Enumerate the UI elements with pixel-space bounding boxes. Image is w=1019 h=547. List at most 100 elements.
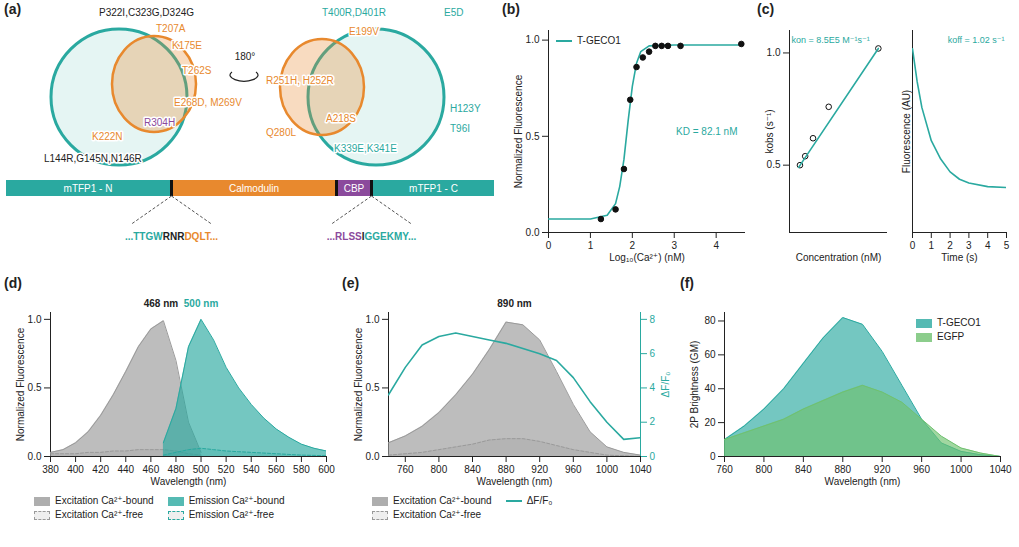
- svg-text:180°: 180°: [235, 51, 256, 62]
- svg-text:Normalized Fluorescence: Normalized Fluorescence: [15, 327, 26, 441]
- svg-text:E5D: E5D: [444, 7, 463, 18]
- svg-text:...TTGWRNRDQLT...: ...TTGWRNRDQLT...: [125, 231, 218, 242]
- svg-text:60: 60: [704, 349, 716, 360]
- svg-text:960: 960: [565, 464, 582, 475]
- svg-text:0.5: 0.5: [767, 159, 781, 170]
- svg-text:440: 440: [117, 464, 134, 475]
- svg-text:A218S: A218S: [326, 113, 356, 124]
- svg-text:P322I,C323G,D324G: P322I,C323G,D324G: [99, 7, 194, 18]
- svg-text:0: 0: [546, 240, 552, 251]
- svg-text:5: 5: [1004, 240, 1010, 251]
- svg-text:960: 960: [913, 464, 930, 475]
- svg-text:4: 4: [713, 240, 719, 251]
- svg-text:koff = 1.02 s⁻¹: koff = 1.02 s⁻¹: [948, 35, 1005, 45]
- svg-text:Log₁₀(Ca²⁺) (nM): Log₁₀(Ca²⁺) (nM): [609, 252, 685, 263]
- svg-text:H123Y: H123Y: [450, 103, 481, 114]
- svg-text:Normalized Fluorescence: Normalized Fluorescence: [353, 327, 364, 441]
- svg-text:K339E,K341E: K339E,K341E: [334, 143, 397, 154]
- svg-text:Time (s): Time (s): [941, 252, 977, 263]
- svg-text:1.0: 1.0: [28, 314, 42, 325]
- svg-text:kon = 8.5E5 M⁻¹s⁻¹: kon = 8.5E5 M⁻¹s⁻¹: [792, 35, 870, 45]
- svg-text:E199V: E199V: [349, 26, 379, 37]
- svg-text:2: 2: [947, 240, 953, 251]
- svg-text:468 nm: 468 nm: [144, 298, 179, 309]
- svg-text:0.5: 0.5: [366, 382, 380, 393]
- svg-text:1040: 1040: [629, 464, 652, 475]
- svg-text:760: 760: [397, 464, 414, 475]
- svg-text:K222N: K222N: [92, 131, 123, 142]
- svg-text:600: 600: [318, 464, 335, 475]
- svg-text:8: 8: [650, 314, 656, 325]
- svg-text:0: 0: [910, 240, 916, 251]
- svg-text:0.0: 0.0: [526, 227, 540, 238]
- svg-text:20: 20: [704, 417, 716, 428]
- svg-text:840: 840: [464, 464, 481, 475]
- svg-text:Wavelength (nm): Wavelength (nm): [151, 476, 227, 487]
- svg-text:580: 580: [293, 464, 310, 475]
- svg-text:1.0: 1.0: [526, 34, 540, 45]
- svg-text:1000: 1000: [950, 464, 973, 475]
- svg-text:4: 4: [985, 240, 991, 251]
- svg-text:1000: 1000: [596, 464, 619, 475]
- svg-text:6: 6: [650, 348, 656, 359]
- svg-text:Wavelength (nm): Wavelength (nm): [477, 476, 553, 487]
- svg-text:2: 2: [650, 416, 656, 427]
- svg-text:E268D, M269V: E268D, M269V: [174, 97, 242, 108]
- svg-text:1.0: 1.0: [767, 47, 781, 58]
- svg-text:mTFP1 - C: mTFP1 - C: [409, 183, 458, 194]
- svg-text:500: 500: [193, 464, 210, 475]
- svg-text:K175E: K175E: [172, 40, 202, 51]
- svg-text:0: 0: [650, 451, 656, 462]
- svg-text:520: 520: [218, 464, 235, 475]
- svg-text:L144R,G145N,N146R: L144R,G145N,N146R: [44, 153, 142, 164]
- svg-text:Normalized Fluorescence: Normalized Fluorescence: [513, 74, 524, 188]
- svg-text:1.0: 1.0: [366, 314, 380, 325]
- svg-text:4: 4: [650, 382, 656, 393]
- svg-text:800: 800: [431, 464, 448, 475]
- svg-text:0.0: 0.0: [28, 451, 42, 462]
- svg-text:500 nm: 500 nm: [184, 298, 219, 309]
- svg-text:Q280L: Q280L: [266, 127, 296, 138]
- svg-text:Concentration (nM): Concentration (nM): [796, 252, 882, 263]
- svg-text:3: 3: [671, 240, 677, 251]
- svg-text:T96I: T96I: [450, 123, 470, 134]
- svg-text:R304H: R304H: [144, 117, 175, 128]
- svg-text:Fluorescence (AU): Fluorescence (AU): [901, 90, 912, 173]
- svg-text:380: 380: [42, 464, 59, 475]
- svg-text:Wavelength (nm): Wavelength (nm): [825, 476, 901, 487]
- svg-text:0.5: 0.5: [28, 382, 42, 393]
- svg-text:CBP: CBP: [344, 183, 365, 194]
- svg-text:40: 40: [704, 383, 716, 394]
- svg-text:3: 3: [966, 240, 972, 251]
- svg-text:400: 400: [67, 464, 84, 475]
- svg-text:1040: 1040: [989, 464, 1012, 475]
- svg-text:540: 540: [243, 464, 260, 475]
- svg-text:...RLSSIGGEKMY...: ...RLSSIGGEKMY...: [327, 231, 417, 242]
- svg-text:T262S: T262S: [182, 65, 212, 76]
- svg-text:mTFP1 - N: mTFP1 - N: [64, 183, 113, 194]
- svg-text:560: 560: [268, 464, 285, 475]
- svg-text:760: 760: [716, 464, 733, 475]
- svg-text:0.5: 0.5: [526, 131, 540, 142]
- svg-text:1: 1: [588, 240, 594, 251]
- svg-text:460: 460: [143, 464, 160, 475]
- svg-text:800: 800: [756, 464, 773, 475]
- svg-text:480: 480: [168, 464, 185, 475]
- svg-text:880: 880: [498, 464, 515, 475]
- svg-text:890 nm: 890 nm: [497, 298, 532, 309]
- svg-text:420: 420: [92, 464, 109, 475]
- svg-text:R251H, H252R: R251H, H252R: [266, 75, 334, 86]
- svg-text:80: 80: [704, 315, 716, 326]
- svg-text:840: 840: [795, 464, 812, 475]
- svg-text:920: 920: [874, 464, 891, 475]
- svg-text:2: 2: [630, 240, 636, 251]
- svg-text:880: 880: [834, 464, 851, 475]
- svg-text:kobs (s⁻¹): kobs (s⁻¹): [764, 109, 775, 153]
- svg-text:1: 1: [929, 240, 935, 251]
- svg-text:ΔF/F₀: ΔF/F₀: [660, 372, 671, 398]
- svg-text:Calmodulin: Calmodulin: [229, 183, 279, 194]
- svg-text:920: 920: [531, 464, 548, 475]
- svg-text:T400R,D401R: T400R,D401R: [322, 7, 386, 18]
- svg-text:0.0: 0.0: [366, 451, 380, 462]
- svg-text:2P Brightness (GM): 2P Brightness (GM): [689, 341, 700, 429]
